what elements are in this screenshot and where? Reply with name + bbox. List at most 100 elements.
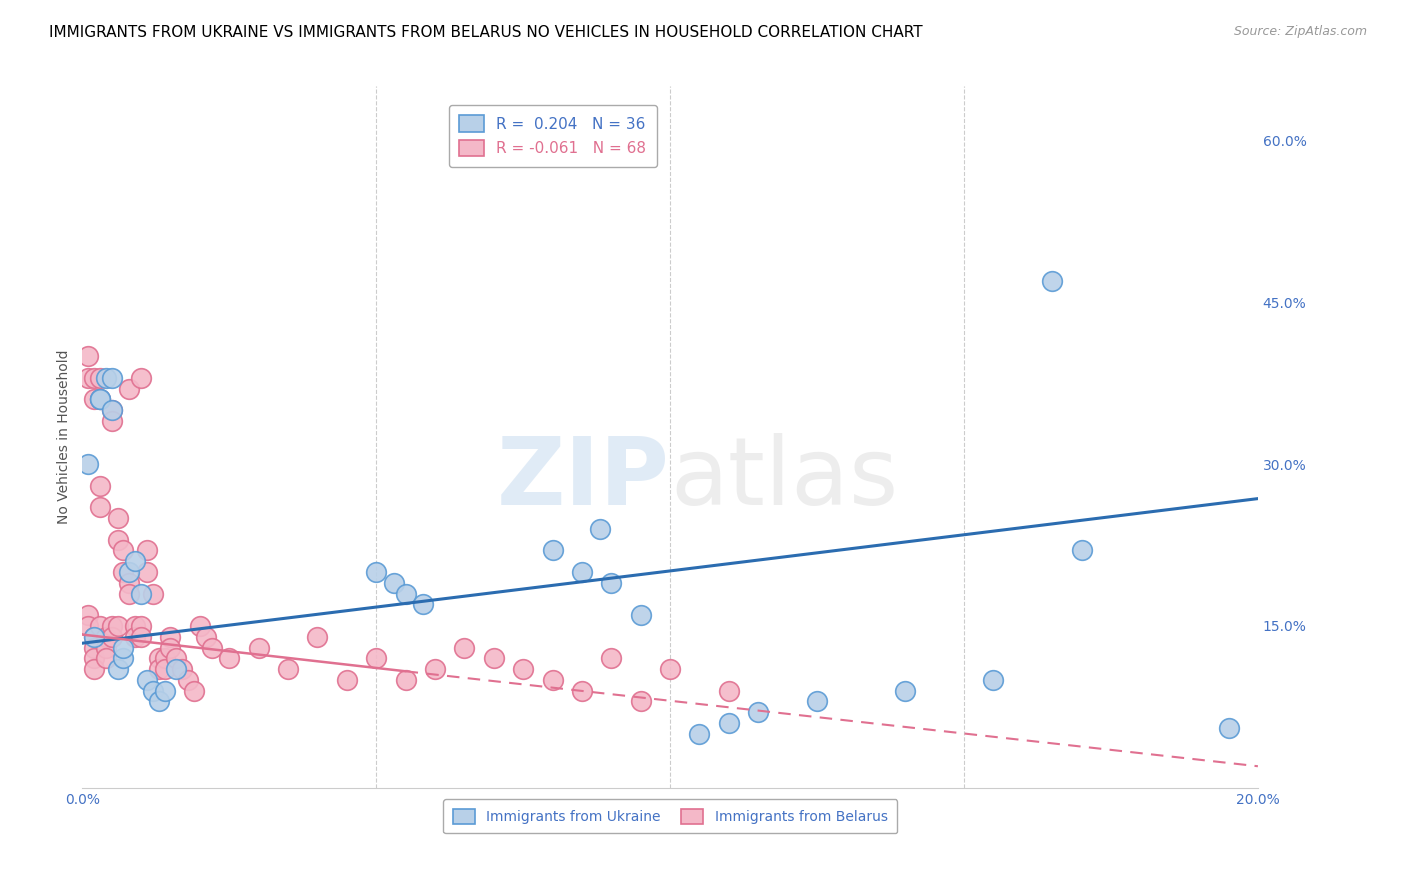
Point [165, 651, 187, 665]
Point [153, 651, 176, 665]
Point [83, 651, 105, 665]
Point [201, 640, 224, 655]
Point [94, 370, 117, 384]
Point [124, 554, 146, 568]
Point [136, 673, 159, 687]
Point [512, 662, 534, 676]
Point [277, 662, 299, 676]
Point [1040, 274, 1063, 288]
Point [600, 651, 623, 665]
Point [77, 619, 100, 633]
Point [100, 414, 122, 428]
Point [177, 673, 200, 687]
Point [717, 683, 740, 698]
Point [100, 630, 122, 644]
Point [148, 651, 170, 665]
Point [247, 640, 270, 655]
Point [94, 651, 117, 665]
Point [83, 640, 105, 655]
Point [218, 651, 240, 665]
Text: atlas: atlas [671, 434, 898, 525]
Point [100, 619, 122, 633]
Point [129, 630, 152, 644]
Point [142, 586, 165, 600]
Point [142, 683, 165, 698]
Point [112, 651, 135, 665]
Point [717, 716, 740, 731]
Point [107, 662, 129, 676]
Point [89, 392, 111, 407]
Point [100, 403, 122, 417]
Point [571, 683, 593, 698]
Point [129, 619, 152, 633]
Text: IMMIGRANTS FROM UKRAINE VS IMMIGRANTS FROM BELARUS NO VEHICLES IN HOUSEHOLD CORR: IMMIGRANTS FROM UKRAINE VS IMMIGRANTS FR… [49, 25, 922, 40]
Point [588, 522, 610, 536]
Point [100, 370, 122, 384]
Point [124, 619, 146, 633]
Point [148, 662, 170, 676]
Point [89, 370, 111, 384]
Point [129, 370, 152, 384]
Point [394, 673, 416, 687]
Point [336, 673, 359, 687]
Point [118, 586, 141, 600]
Point [136, 543, 159, 558]
Point [77, 349, 100, 363]
Y-axis label: No Vehicles in Household: No Vehicles in Household [58, 350, 72, 524]
Point [107, 533, 129, 547]
Point [89, 500, 111, 515]
Point [983, 673, 1005, 687]
Point [689, 727, 711, 741]
Legend: Immigrants from Ukraine, Immigrants from Belarus: Immigrants from Ukraine, Immigrants from… [443, 799, 897, 833]
Point [112, 543, 135, 558]
Point [83, 630, 105, 644]
Point [89, 392, 111, 407]
Point [83, 662, 105, 676]
Text: ZIP: ZIP [498, 434, 671, 525]
Point [153, 662, 176, 676]
Point [94, 630, 117, 644]
Point [118, 382, 141, 396]
Point [423, 662, 446, 676]
Point [89, 392, 111, 407]
Point [659, 662, 682, 676]
Point [112, 640, 135, 655]
Point [172, 662, 194, 676]
Point [453, 640, 475, 655]
Point [747, 706, 769, 720]
Point [83, 392, 105, 407]
Point [77, 370, 100, 384]
Point [541, 543, 564, 558]
Text: Source: ZipAtlas.com: Source: ZipAtlas.com [1233, 25, 1367, 38]
Point [159, 640, 181, 655]
Point [394, 586, 416, 600]
Point [107, 511, 129, 525]
Point [83, 630, 105, 644]
Point [1070, 543, 1092, 558]
Point [165, 662, 187, 676]
Point [153, 683, 176, 698]
Point [307, 630, 329, 644]
Point [541, 673, 564, 687]
Point [77, 608, 100, 623]
Point [112, 565, 135, 579]
Point [118, 565, 141, 579]
Point [382, 575, 405, 590]
Point [83, 370, 105, 384]
Point [89, 619, 111, 633]
Point [136, 565, 159, 579]
Point [412, 598, 434, 612]
Point [100, 403, 122, 417]
Point [600, 575, 623, 590]
Point [124, 630, 146, 644]
Point [1218, 722, 1240, 736]
Point [630, 608, 652, 623]
Point [129, 586, 152, 600]
Point [571, 565, 593, 579]
Point [366, 565, 388, 579]
Point [77, 457, 100, 471]
Point [194, 630, 217, 644]
Point [894, 683, 917, 698]
Point [107, 619, 129, 633]
Point [159, 630, 181, 644]
